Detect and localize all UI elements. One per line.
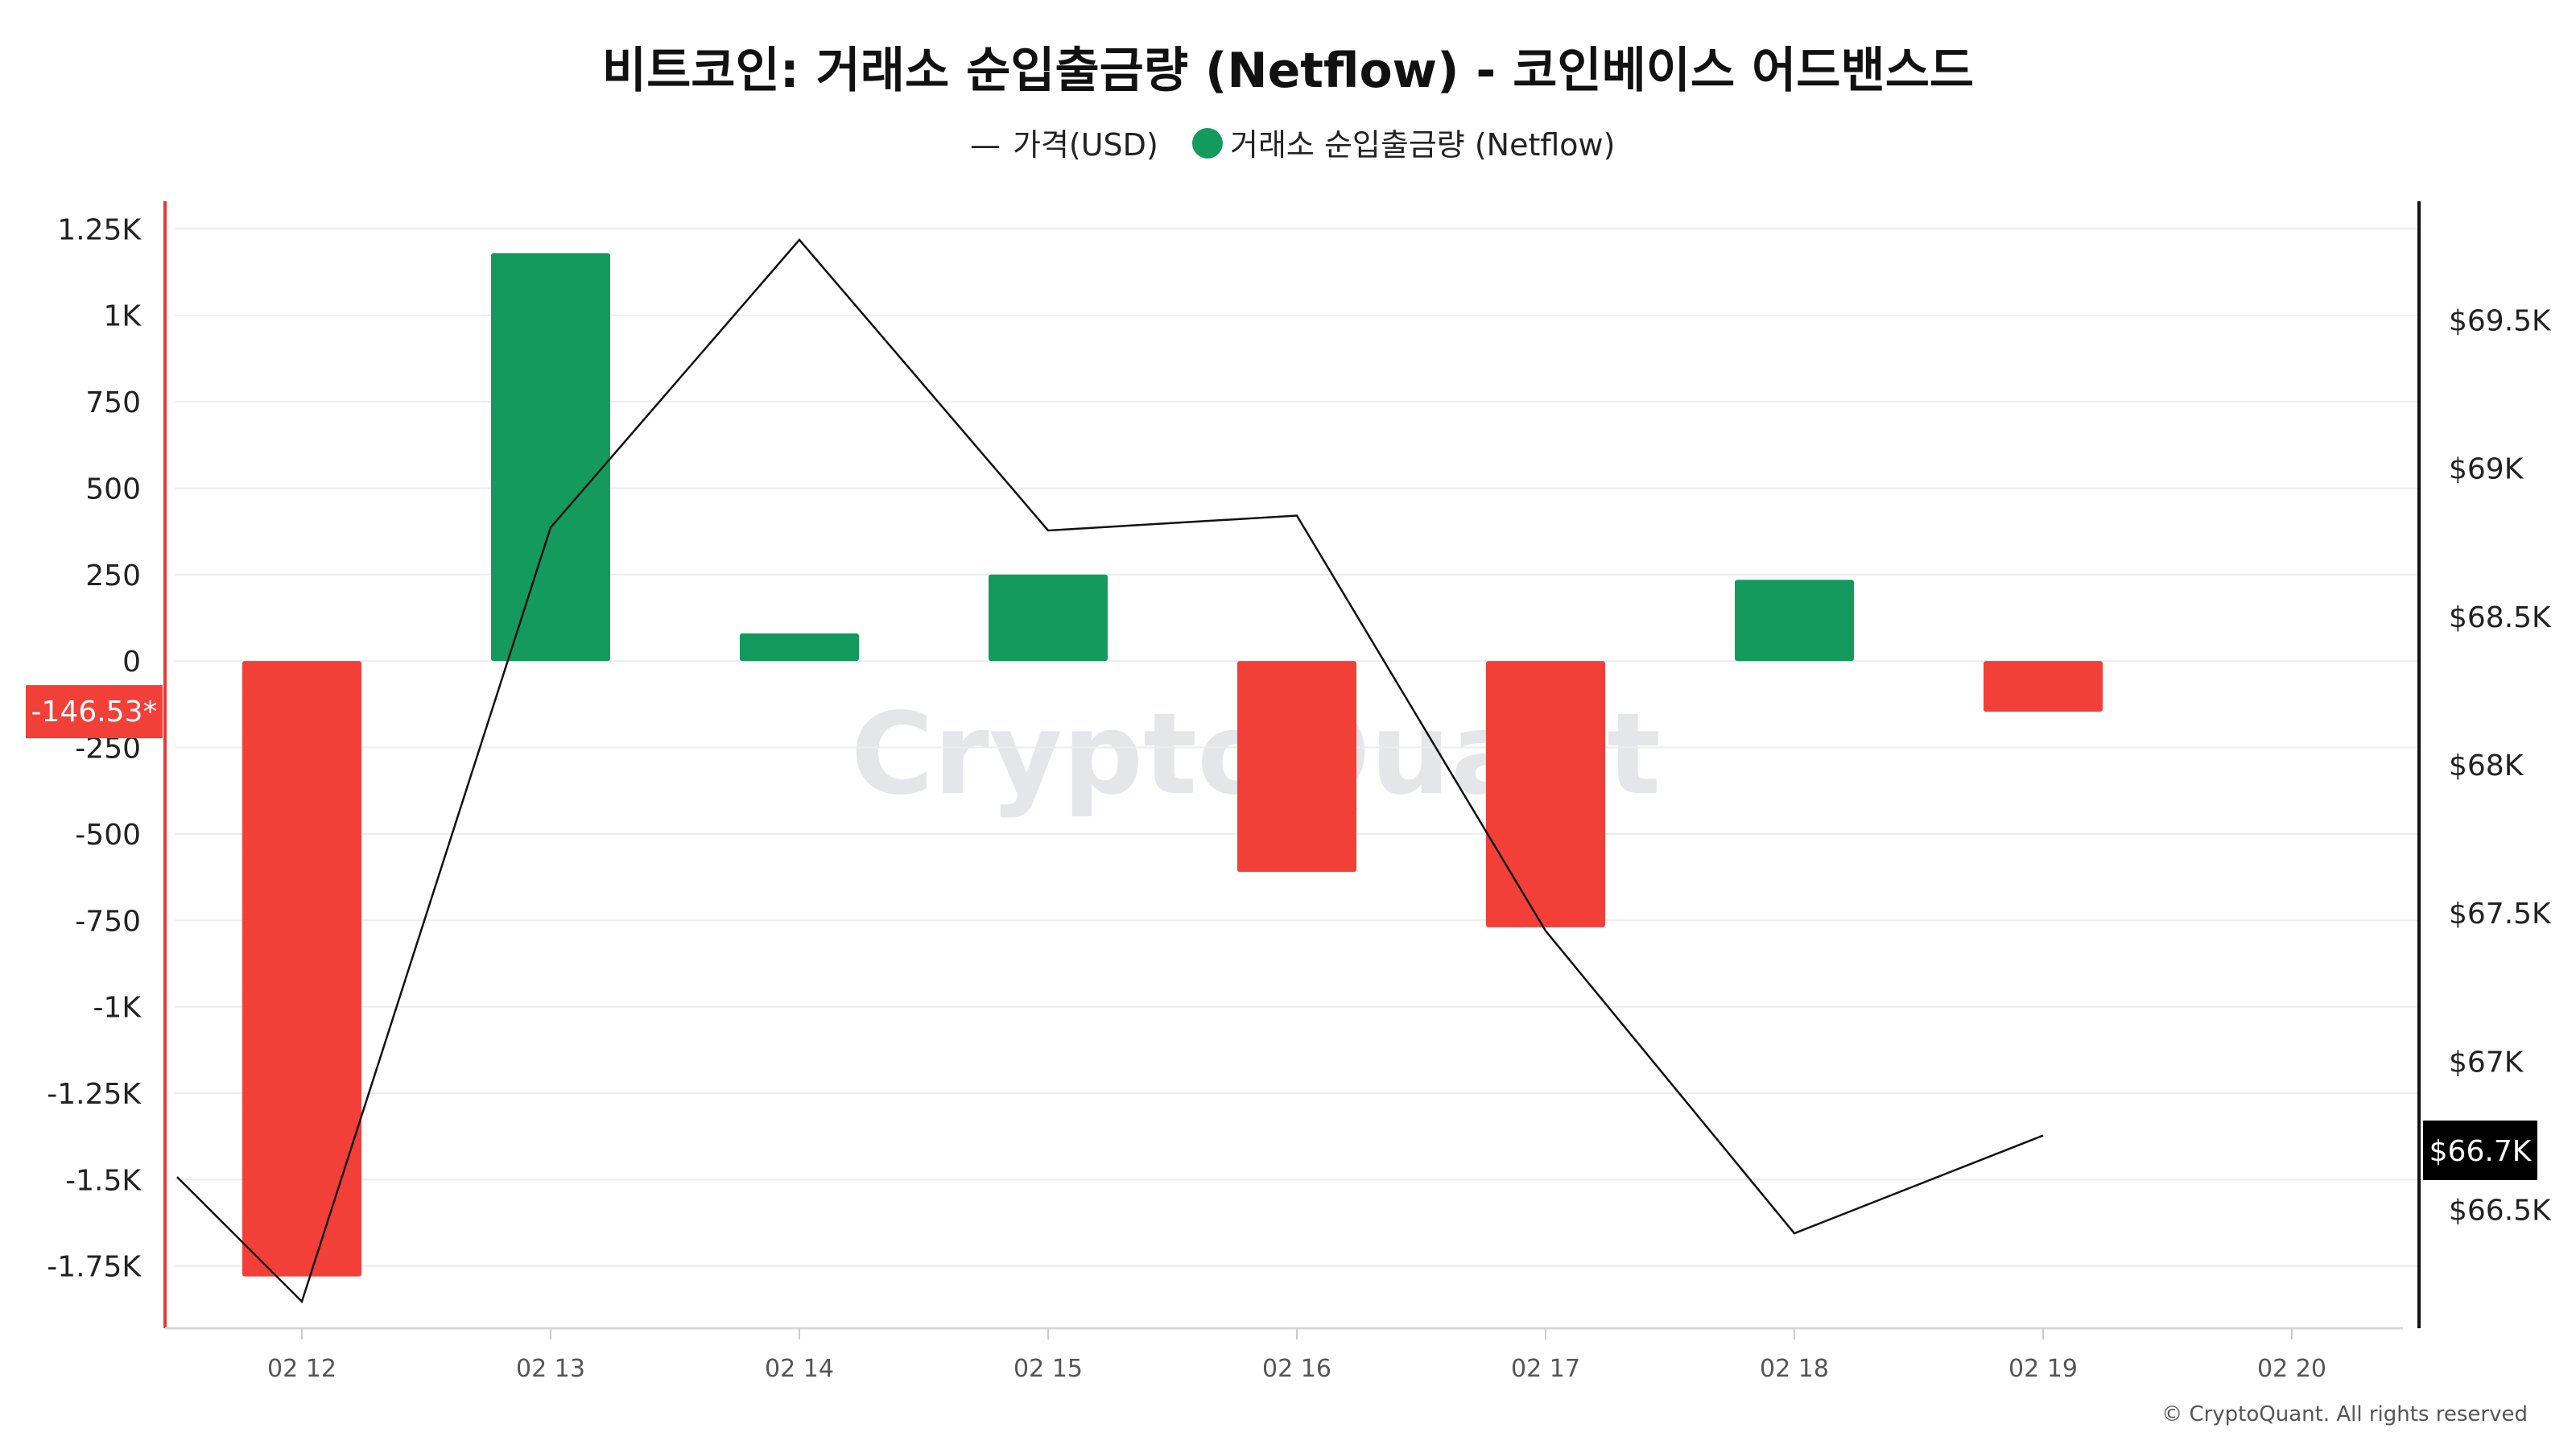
netflow-bar[interactable] <box>989 574 1108 662</box>
price-line-group <box>176 237 2044 1304</box>
right-tick-label: $69.5K <box>2449 304 2552 337</box>
legend-netflow-label[interactable]: 거래소 순입출금량 (Netflow) <box>1230 127 1615 163</box>
x-tick-label: 02 15 <box>1013 1355 1083 1383</box>
legend: — 가격(USD) 거래소 순입출금량 (Netflow) <box>970 127 1615 163</box>
right-value-badge <box>2423 1120 2537 1180</box>
copyright-credit: © CryptoQuant. All rights reserved <box>2161 1402 2528 1426</box>
right-value-badge-label: $66.7K <box>2429 1135 2533 1168</box>
x-tick-label: 02 19 <box>2008 1355 2078 1383</box>
right-tick-label: $66.5K <box>2449 1195 2552 1228</box>
x-tick-label: 02 20 <box>2257 1355 2326 1383</box>
right-tick-label: $68.5K <box>2449 601 2552 634</box>
x-tick-label: 02 13 <box>516 1355 585 1383</box>
left-tick-label: -1.75K <box>47 1251 142 1284</box>
x-tick-label: 02 14 <box>765 1355 834 1383</box>
left-tick-label: 500 <box>85 473 141 506</box>
left-tick-label: -1K <box>93 992 142 1025</box>
x-tick-label: 02 16 <box>1262 1355 1331 1383</box>
netflow-bar[interactable] <box>491 253 610 662</box>
netflow-bar[interactable] <box>1237 661 1356 873</box>
left-axis-ticks: 1.25K1K7505002500-250-500-750-1K-1.25K-1… <box>47 213 142 1283</box>
netflow-bar[interactable] <box>1486 661 1605 927</box>
axes <box>163 201 2421 1330</box>
x-tick-label: 02 17 <box>1511 1355 1580 1383</box>
right-tick-label: $68K <box>2449 749 2524 782</box>
left-tick-label: -1.5K <box>65 1164 142 1197</box>
netflow-bar[interactable] <box>740 633 859 662</box>
chart-title: 비트코인: 거래소 순입출금량 (Netflow) - 코인베이스 어드밴스드 <box>602 43 1974 99</box>
left-tick-label: 750 <box>85 386 141 419</box>
legend-netflow-marker <box>1192 128 1223 159</box>
axis-badges: -146.53* $66.7K <box>26 685 2537 1180</box>
x-axis-ticks: 02 12 02 13 02 14 02 15 02 16 02 17 02 18 02 19… <box>267 1328 2326 1383</box>
left-tick-label: -750 <box>75 905 141 938</box>
netflow-bars <box>242 253 2103 1277</box>
legend-price-label[interactable]: 가격(USD) <box>1013 127 1158 163</box>
left-tick-label: 0 <box>122 646 141 679</box>
left-value-badge <box>26 685 163 739</box>
x-tick-label: 02 12 <box>267 1355 336 1383</box>
right-tick-label: $67K <box>2449 1046 2524 1079</box>
left-value-badge-label: -146.53* <box>31 696 158 729</box>
netflow-bar[interactable] <box>1735 580 1854 662</box>
left-tick-label: -1.25K <box>47 1078 142 1111</box>
netflow-bar[interactable] <box>1984 661 2103 712</box>
x-tick-label: 02 18 <box>1760 1355 1829 1383</box>
left-tick-label: 1.25K <box>57 213 142 246</box>
legend-price-marker: — <box>970 127 1001 163</box>
left-tick-label: 1K <box>103 300 142 333</box>
price-line[interactable] <box>176 237 2044 1304</box>
right-tick-label: $67.5K <box>2449 898 2552 931</box>
left-tick-label: -500 <box>75 819 141 852</box>
left-tick-label: 250 <box>85 559 141 592</box>
right-axis-ticks: $69.5K $69K $68.5K $68K $67.5K $67K $66.5K <box>2449 304 2552 1227</box>
netflow-bar[interactable] <box>242 661 361 1277</box>
right-tick-label: $69K <box>2449 453 2524 486</box>
